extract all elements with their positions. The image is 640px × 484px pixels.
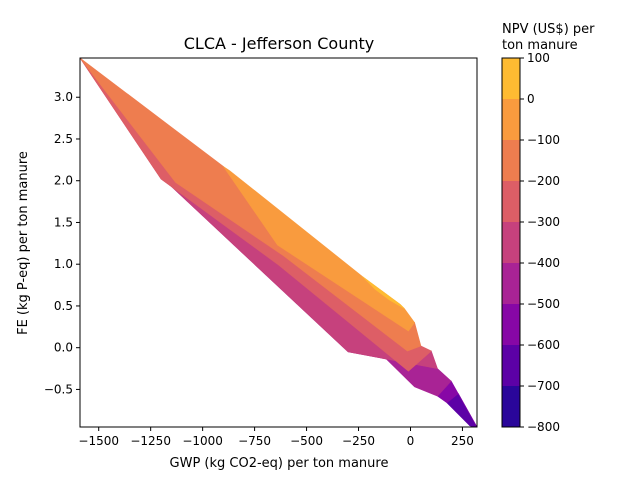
y-tick-label: 1.0 bbox=[54, 257, 73, 271]
colorbar-segment bbox=[502, 386, 520, 427]
colorbar-segment bbox=[502, 263, 520, 304]
plot-frame bbox=[79, 57, 478, 428]
x-tick-label: −500 bbox=[290, 434, 323, 448]
x-axis-label: GWP (kg CO2-eq) per ton manure bbox=[170, 456, 389, 471]
x-tick-label: −1500 bbox=[78, 434, 119, 448]
y-tick-label: 0.0 bbox=[54, 341, 73, 355]
y-tick-label: −0.5 bbox=[44, 382, 73, 396]
colorbar-label-line-1: NPV (US$) per bbox=[502, 22, 595, 37]
chart-title: CLCA - Jefferson County bbox=[184, 34, 375, 53]
colorbar-segment bbox=[502, 304, 520, 345]
colorbar-tick-label: 0 bbox=[527, 92, 535, 106]
x-tick-label: −750 bbox=[238, 434, 271, 448]
colorbar-segment bbox=[502, 222, 520, 263]
colorbar-tick-label: −400 bbox=[527, 256, 560, 270]
contour-region-3 bbox=[437, 380, 478, 428]
colorbar-tick-label: −600 bbox=[527, 338, 560, 352]
colorbar-segment bbox=[502, 181, 520, 222]
colorbar-tick-label: −200 bbox=[527, 174, 560, 188]
colorbar-segment bbox=[502, 345, 520, 386]
colorbar-segment bbox=[502, 58, 520, 99]
y-tick-label: 2.5 bbox=[54, 132, 73, 146]
colorbar-tick-label: −500 bbox=[527, 297, 560, 311]
colorbar-tick-label: −700 bbox=[527, 379, 560, 393]
y-tick-label: 0.5 bbox=[54, 299, 73, 313]
contour-regions bbox=[79, 57, 478, 428]
y-tick-label: 2.0 bbox=[54, 174, 73, 188]
y-axis: −0.5 0.0 0.5 1.0 1.5 2.0 2.5 3.0 bbox=[44, 90, 80, 396]
x-tick-label: 250 bbox=[451, 434, 474, 448]
y-axis-label: FE (kg P-eq) per ton manure bbox=[16, 151, 31, 335]
x-axis: −1500 −1250 −1000 −750 −500 −250 0 250 bbox=[78, 427, 474, 448]
y-tick-label: 3.0 bbox=[54, 90, 73, 104]
colorbar-tick-label: −300 bbox=[527, 215, 560, 229]
colorbar: −800 −700 −600 −500 −400 −300 −200 −100 0 100 bbox=[502, 51, 560, 434]
y-tick-label: 1.5 bbox=[54, 215, 73, 229]
colorbar-tick-label: −800 bbox=[527, 420, 560, 434]
colorbar-segment bbox=[502, 140, 520, 181]
colorbar-segment bbox=[502, 99, 520, 140]
x-tick-label: −1250 bbox=[130, 434, 171, 448]
colorbar-tick-label: 100 bbox=[527, 51, 550, 65]
x-tick-label: 0 bbox=[407, 434, 415, 448]
colorbar-frame bbox=[501, 57, 521, 428]
colorbar-label-line-2: ton manure bbox=[502, 38, 578, 53]
colorbar-tick-label: −100 bbox=[527, 133, 560, 147]
x-tick-label: −1000 bbox=[182, 434, 223, 448]
x-tick-label: −250 bbox=[342, 434, 375, 448]
contour-region-9 bbox=[362, 276, 405, 309]
